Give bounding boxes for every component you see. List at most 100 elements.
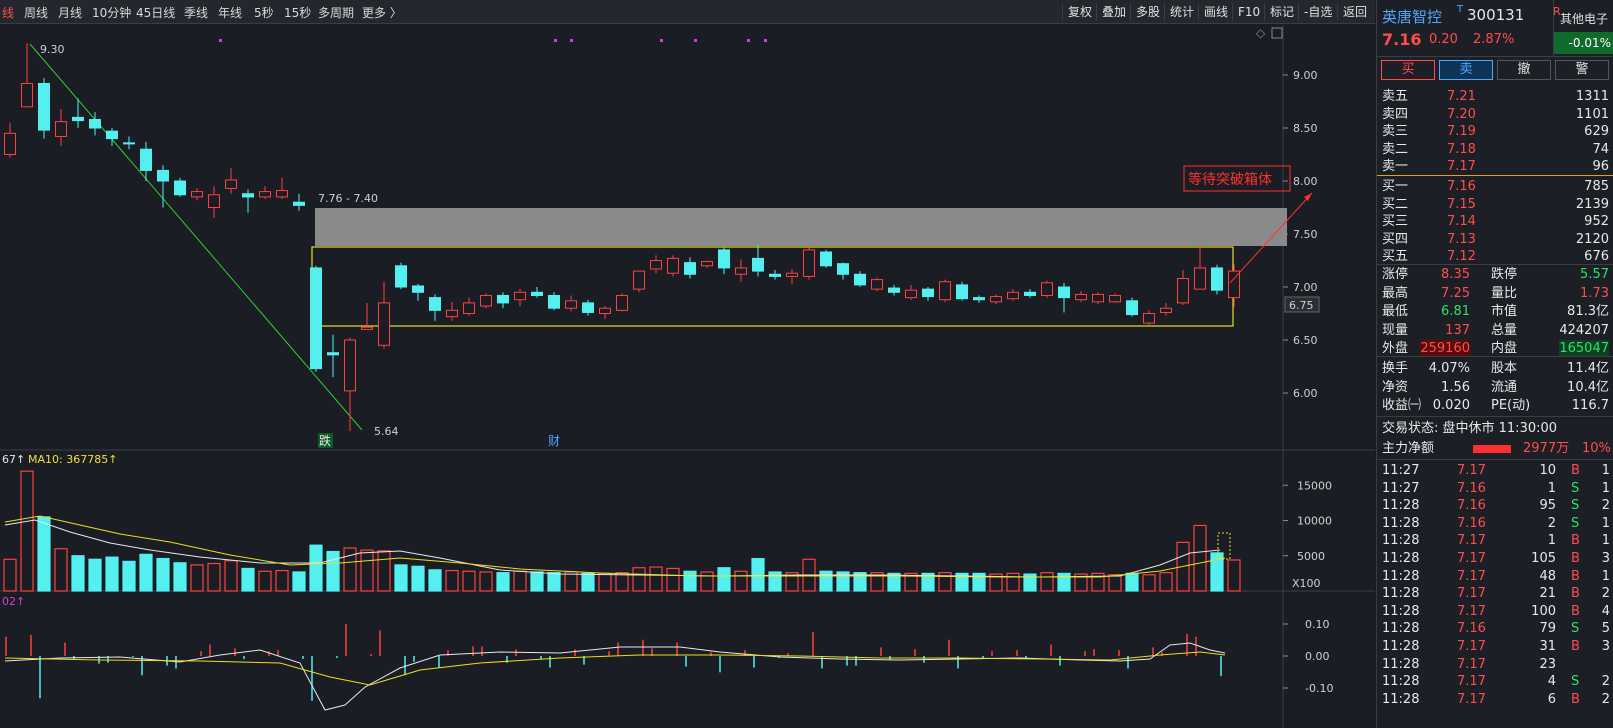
volume-bar: [343, 547, 357, 592]
tick-count: 4: [1601, 603, 1610, 619]
tick-volume: 4: [1547, 674, 1556, 690]
mark-button[interactable]: 标记: [1264, 3, 1299, 21]
tab-5sec[interactable]: 5秒: [254, 6, 274, 20]
candle-body: [157, 169, 169, 182]
volume-bar: [20, 470, 34, 592]
tab-month-line[interactable]: 月线: [58, 6, 83, 20]
tick-volume: 1: [1547, 480, 1556, 496]
tick-price: 7.16: [1457, 498, 1486, 514]
stat-label: 跌停: [1491, 267, 1518, 282]
tab-15sec[interactable]: 15秒: [284, 6, 312, 20]
stat-label: 换手: [1382, 361, 1409, 376]
bid-label: 买四: [1382, 231, 1409, 247]
candle-body: [1092, 293, 1104, 303]
stat-value: 10.4亿: [1567, 379, 1609, 395]
last-price: 7.16: [1382, 30, 1422, 49]
tick-count: 3: [1601, 639, 1610, 654]
main-flow-pct: 10%: [1582, 441, 1611, 456]
back-button[interactable]: 返回: [1337, 3, 1372, 21]
tick-row: 11:28 7.17 31 B 3: [1377, 638, 1613, 655]
kline-chart[interactable]: 9.00 8.50 8.00 7.50 7.00 6.50 6.00 6.75 9.30 5…: [0, 25, 1375, 728]
diamond-icon[interactable]: ◇: [1256, 26, 1266, 40]
tick-time: 11:28: [1382, 674, 1420, 690]
alert-button[interactable]: 警: [1555, 60, 1609, 80]
candle-body: [820, 251, 832, 267]
candle-body: [21, 82, 33, 108]
volume-bar: [139, 553, 153, 592]
volume-ma-white: [4, 519, 1221, 578]
candle-body: [718, 249, 730, 269]
f10-button[interactable]: F10: [1232, 3, 1265, 21]
tick-volume: 100: [1531, 603, 1556, 619]
tab-10min[interactable]: 10分钟: [92, 6, 132, 20]
stat-label: 市值: [1491, 304, 1518, 319]
stat-value: 1.56: [1441, 379, 1470, 395]
price-tick-label: 8.00: [1293, 175, 1318, 188]
volume-header-left: 67↑: [2, 453, 25, 466]
bid-row: 买二 7.15 2139: [1377, 196, 1613, 213]
watchlist-button[interactable]: -自选: [1298, 3, 1337, 21]
price-axis: 9.00 8.50 8.00 7.50 7.00 6.50 6.00: [1283, 69, 1318, 400]
stat-value: 11.4亿: [1567, 361, 1609, 376]
stock-name[interactable]: 英唐智控: [1382, 8, 1443, 26]
sell-button[interactable]: 卖: [1439, 60, 1493, 80]
tick-count: 2: [1601, 586, 1610, 602]
tab-quarter-line[interactable]: 季线: [184, 6, 209, 20]
quote-panel: 英唐智控 T 300131 R 7.16 0.20 2.87% 其他电子 -0.…: [1376, 0, 1613, 728]
tab-45day[interactable]: 45日线: [136, 6, 176, 20]
tick-side: S: [1571, 674, 1580, 690]
stats-row: 收益㈠ 0.020 PE(动) 116.7: [1377, 397, 1613, 414]
indicator-line-white: [4, 642, 1226, 711]
candle-body: [361, 326, 373, 330]
candle-body: [803, 249, 815, 277]
tick-row: 11:28 7.17 48 B 1: [1377, 568, 1613, 585]
bid-label: 买三: [1382, 214, 1409, 229]
trade-status: 交易状态: 盘中休市 11:30:00: [1382, 421, 1558, 436]
buy-button[interactable]: 买: [1381, 60, 1435, 80]
candle-body: [1058, 286, 1070, 299]
sector-box[interactable]: 其他电子 -0.01%: [1553, 0, 1613, 56]
tick-side: B: [1571, 463, 1580, 478]
cancel-order-button[interactable]: 撤: [1497, 60, 1551, 80]
stat-label: 现量: [1382, 322, 1409, 338]
stats-button[interactable]: 统计: [1164, 3, 1199, 21]
volume-bar: [904, 572, 918, 592]
volume-bar: [241, 567, 255, 592]
candle-body: [871, 279, 883, 290]
die-marker: 跌: [319, 433, 331, 448]
candle-body: [123, 142, 135, 145]
volume-bar: [1040, 572, 1054, 592]
stats-row: 最低 6.81 市值 81.3亿: [1377, 303, 1613, 320]
candle-body: [1228, 270, 1240, 299]
candle-body: [854, 273, 866, 286]
tab-day-line[interactable]: 线: [2, 6, 15, 20]
candle-body: [786, 272, 798, 277]
event-dots: [219, 39, 767, 42]
tick-time: 11:28: [1382, 586, 1420, 602]
ask-label: 卖二: [1382, 141, 1409, 157]
tick-volume: 21: [1539, 586, 1556, 602]
tick-count: 2: [1601, 691, 1610, 707]
draw-line-button[interactable]: 画线: [1198, 3, 1233, 21]
more-menu[interactable]: 更多 〉: [362, 6, 402, 20]
candle-body: [446, 309, 458, 318]
fuquan-button[interactable]: 复权: [1062, 3, 1097, 21]
candle-body: [616, 294, 628, 311]
tick-row: 11:28 7.17 1 B 1: [1377, 532, 1613, 549]
candle-body: [344, 339, 356, 392]
ask-row: 卖五 7.21 1311: [1377, 88, 1613, 105]
main-flow-bar: [1473, 445, 1511, 453]
multi-stock-button[interactable]: 多股: [1130, 3, 1165, 21]
window-restore-icon[interactable]: [1271, 27, 1283, 39]
overlay-button[interactable]: 叠加: [1096, 3, 1131, 21]
candle-body: [463, 302, 475, 314]
tick-price: 7.16: [1457, 515, 1486, 531]
tick-volume: 31: [1539, 639, 1556, 654]
indicator-bars: [5, 624, 1222, 701]
volume-bar: [3, 558, 17, 592]
tab-year-line[interactable]: 年线: [218, 6, 243, 20]
volume-tick-label: 10000: [1297, 515, 1332, 528]
candle-body: [1126, 300, 1138, 316]
tab-multi-period[interactable]: 多周期: [318, 6, 355, 20]
tab-week-line[interactable]: 周线: [24, 6, 49, 20]
